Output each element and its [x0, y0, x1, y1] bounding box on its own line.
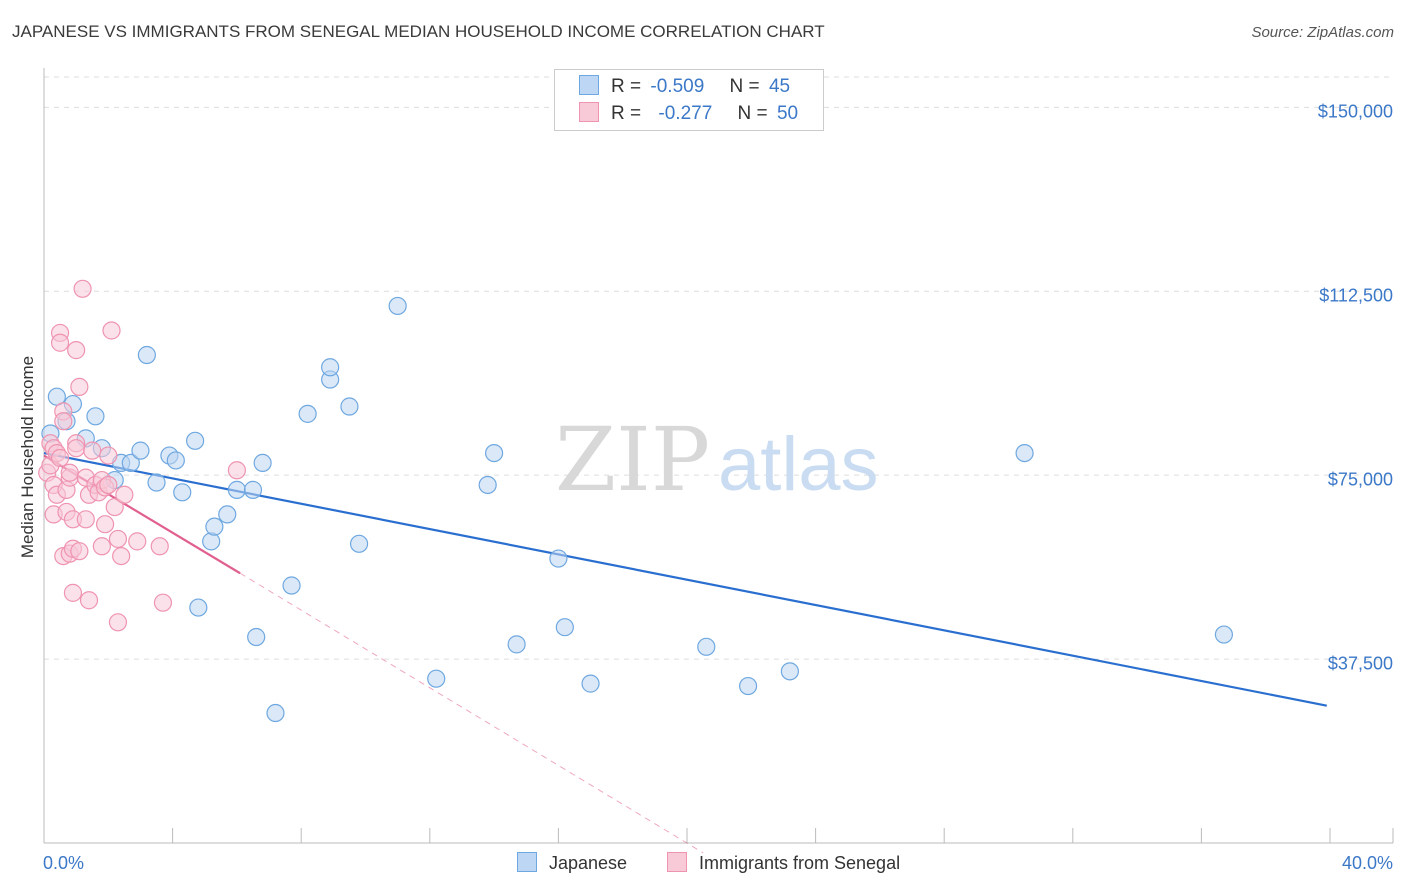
r-label: R = [611, 76, 642, 97]
japanese-point [202, 532, 221, 551]
japanese-point [186, 431, 205, 450]
japanese-point [243, 480, 263, 499]
senegal-point [99, 475, 118, 495]
japanese-point [485, 443, 504, 463]
senegal-point [108, 613, 128, 632]
n-label: N = [737, 103, 768, 124]
senegal-point [63, 583, 83, 602]
japanese-point [137, 345, 156, 365]
trend-line-extension [239, 572, 704, 854]
y-tick-label: $112,500 [1319, 285, 1393, 306]
senegal-point [60, 463, 79, 482]
watermark: ZIP atlas [555, 408, 879, 511]
legend-label: Immigrants from Senegal [699, 853, 901, 873]
senegal-point [112, 546, 131, 566]
japanese-point [121, 453, 140, 473]
japanese-point [205, 517, 224, 536]
senegal-point [108, 529, 128, 549]
japanese-point [86, 407, 105, 426]
senegal-point [105, 497, 124, 517]
japanese-point [349, 534, 369, 553]
senegal-point [95, 515, 115, 534]
japanese-point [340, 397, 359, 416]
n-label: N = [729, 76, 760, 97]
senegal-point [83, 441, 102, 460]
japanese-point [697, 637, 716, 656]
senegal-point [54, 412, 73, 431]
senegal-point [92, 537, 111, 556]
japanese-point [1015, 443, 1034, 463]
japanese-point [189, 598, 208, 617]
chart-title: JAPANESE VS IMMIGRANTS FROM SENEGAL MEDI… [12, 22, 825, 41]
japanese-point [227, 480, 246, 499]
japanese-point [427, 669, 446, 688]
japanese-point [388, 296, 407, 316]
japanese-point [1214, 625, 1234, 644]
japanese-legend-swatch [517, 852, 537, 872]
watermark-atlas: atlas [718, 422, 879, 507]
japanese-point [321, 358, 340, 377]
stats-legend: R = -0.509 N = 45 R = -0.277 N = 50 [554, 69, 824, 131]
senegal-swatch [579, 102, 599, 122]
japanese-point [253, 453, 272, 473]
senegal-point [50, 448, 70, 468]
x-tick-max: 40.0% [1341, 853, 1393, 873]
japanese-point [780, 662, 799, 681]
r-value: -0.277 [658, 103, 713, 124]
y-tick-label: $37,500 [1327, 653, 1393, 674]
legend-item-senegal: Immigrants from Senegal [667, 852, 900, 874]
senegal-point [99, 446, 118, 465]
senegal-point [153, 593, 173, 612]
japanese-point [131, 441, 150, 460]
senegal-point [150, 537, 169, 556]
x-tick-min: 0.0% [43, 853, 85, 873]
n-value: 50 [776, 103, 799, 124]
senegal-point [67, 341, 86, 360]
japanese-point [555, 618, 574, 637]
japanese-point [507, 635, 526, 654]
japanese-point [166, 451, 185, 470]
r-value: -0.509 [650, 76, 705, 97]
japanese-point [738, 676, 758, 696]
senegal-point [227, 461, 246, 480]
senegal-point [70, 377, 89, 396]
japanese-point [298, 404, 317, 423]
japanese-swatch [579, 75, 599, 95]
japanese-point [247, 627, 266, 647]
senegal-point [50, 333, 70, 352]
stats-row-senegal: R = -0.277 N = 50 [579, 102, 798, 126]
japanese-point [549, 549, 568, 568]
japanese-point [478, 475, 497, 495]
senegal-point [70, 542, 89, 561]
data-points [38, 279, 1234, 723]
stats-row-japanese: R = -0.509 N = 45 [579, 75, 790, 99]
grid-lines [44, 76, 1393, 660]
axes [43, 68, 1394, 844]
source-label: Source: ZipAtlas.com [1251, 24, 1394, 41]
japanese-point [218, 505, 237, 524]
legend-label: Japanese [549, 853, 628, 873]
senegal-point [67, 439, 86, 458]
senegal-point [102, 321, 121, 340]
legend-item-japanese: Japanese [517, 852, 627, 874]
japanese-point [581, 674, 600, 693]
watermark-zip: ZIP [555, 408, 710, 511]
trend-lines [43, 452, 1327, 854]
senegal-point [115, 485, 134, 504]
senegal-legend-swatch [667, 852, 687, 872]
senegal-point [79, 591, 99, 610]
n-value: 45 [768, 76, 791, 97]
senegal-point [128, 532, 147, 551]
y-tick-label: $75,000 [1327, 469, 1393, 490]
japanese-point [282, 576, 301, 595]
y-tick-label: $150,000 [1317, 101, 1393, 122]
r-label: R = [611, 103, 642, 124]
japanese-point [266, 703, 285, 723]
senegal-point [73, 279, 92, 298]
japanese-point [147, 473, 166, 492]
japanese-point [173, 483, 192, 502]
senegal-point [76, 510, 95, 529]
